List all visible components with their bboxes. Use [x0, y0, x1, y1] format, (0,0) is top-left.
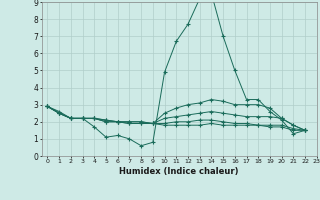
X-axis label: Humidex (Indice chaleur): Humidex (Indice chaleur) [119, 167, 239, 176]
